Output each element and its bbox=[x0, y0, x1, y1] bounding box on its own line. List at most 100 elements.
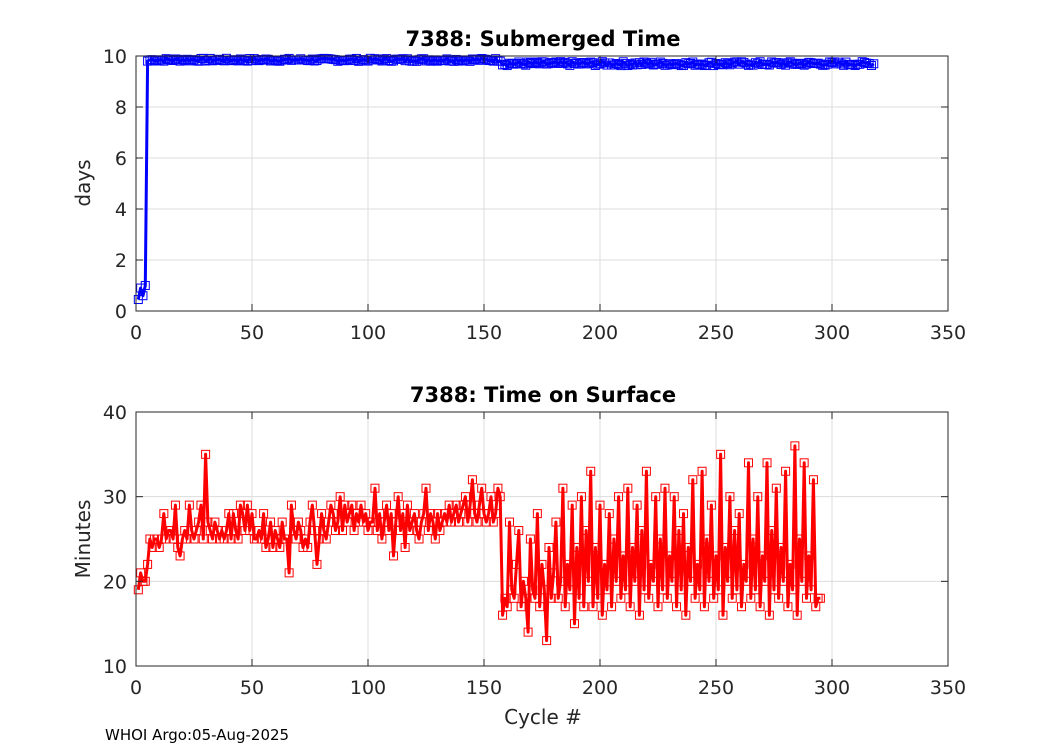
chart2-point-marker bbox=[382, 500, 392, 510]
chart2-point-marker bbox=[720, 542, 730, 552]
chart2-point-marker bbox=[660, 483, 670, 493]
chart2-point-marker bbox=[159, 509, 169, 519]
chart2-point-marker bbox=[268, 542, 278, 552]
chart1-point-marker bbox=[725, 60, 735, 70]
chart1-point-marker bbox=[695, 60, 705, 70]
chart2-series-line bbox=[136, 444, 821, 643]
chart1-point-marker bbox=[836, 59, 846, 69]
chart2-point-marker bbox=[291, 534, 301, 544]
chart2-point-marker bbox=[484, 509, 494, 519]
chart2-point-marker bbox=[465, 500, 475, 510]
chart1-point-marker bbox=[556, 57, 566, 67]
chart1-point-marker bbox=[781, 60, 791, 70]
chart2-point-marker bbox=[623, 483, 633, 493]
chart2-point-marker bbox=[804, 551, 814, 561]
chart1-point-marker bbox=[349, 56, 359, 66]
chart2-point-marker bbox=[609, 534, 619, 544]
chart1-point-marker bbox=[221, 53, 231, 63]
chart2-point-marker bbox=[333, 517, 343, 527]
chart1-point-marker bbox=[788, 58, 798, 68]
chart1-point-marker bbox=[739, 57, 749, 67]
chart2-point-marker bbox=[757, 551, 767, 561]
chart2-point-marker bbox=[639, 585, 649, 595]
chart2-point-marker bbox=[495, 492, 505, 502]
chart2-point-marker bbox=[681, 610, 691, 620]
chart1-point-marker bbox=[755, 57, 765, 67]
chart1-point-marker bbox=[284, 53, 294, 63]
chart2-point-marker bbox=[395, 526, 405, 536]
chart2-point-marker bbox=[201, 449, 211, 459]
chart2-point-marker bbox=[797, 576, 807, 586]
footer-credit: WHOI Argo:05-Aug-2025 bbox=[105, 726, 290, 744]
chart2-point-marker bbox=[815, 593, 825, 603]
chart2-point-marker bbox=[560, 602, 570, 612]
chart2-point-marker bbox=[305, 517, 315, 527]
chart1-point-marker bbox=[458, 56, 468, 66]
chart1-point-marker bbox=[502, 61, 512, 71]
chart2-point-marker bbox=[368, 517, 378, 527]
chart2-point-marker bbox=[785, 559, 795, 569]
chart1-point-marker bbox=[662, 60, 672, 70]
chart1-point-marker bbox=[834, 57, 844, 67]
chart1-point-marker bbox=[521, 60, 531, 70]
chart1-point-marker bbox=[333, 56, 343, 66]
chart1-point-marker bbox=[822, 59, 832, 69]
chart2-point-marker bbox=[228, 509, 238, 519]
chart1-point-marker bbox=[825, 57, 835, 67]
chart2-point-marker bbox=[414, 534, 424, 544]
chart1-point-marker bbox=[648, 60, 658, 70]
chart1-point-marker bbox=[748, 60, 758, 70]
chart1-point-marker bbox=[467, 54, 477, 64]
chart1-ytick-label: 0 bbox=[115, 301, 127, 323]
chart1-point-marker bbox=[646, 57, 656, 67]
chart2-point-marker bbox=[604, 509, 614, 519]
chart1-point-marker bbox=[208, 56, 218, 66]
chart2-point-marker bbox=[737, 602, 747, 612]
chart1-point-marker bbox=[400, 56, 410, 66]
chart1-ytick-label: 6 bbox=[115, 148, 127, 170]
chart1-point-marker bbox=[743, 60, 753, 70]
chart2-point-marker bbox=[277, 517, 287, 527]
chart1-point-marker bbox=[173, 54, 183, 64]
chart2-point-marker bbox=[133, 585, 143, 595]
chart2-point-marker bbox=[474, 500, 484, 510]
chart1-point-marker bbox=[734, 59, 744, 69]
chart2-point-marker bbox=[286, 500, 296, 510]
chart2-point-marker bbox=[574, 593, 584, 603]
chart1-point-marker bbox=[563, 59, 573, 69]
chart2-point-marker bbox=[226, 534, 236, 544]
chart1-point-marker bbox=[720, 58, 730, 68]
chart1-point-marker bbox=[481, 54, 491, 64]
chart1-point-marker bbox=[184, 56, 194, 66]
chart1-point-marker bbox=[254, 56, 264, 66]
chart1-point-marker bbox=[611, 59, 621, 69]
chart1-point-marker bbox=[465, 56, 475, 66]
chart2-point-marker bbox=[709, 593, 719, 603]
chart2-point-marker bbox=[263, 534, 273, 544]
chart2-point-marker bbox=[695, 585, 705, 595]
chart1-ytick-label: 8 bbox=[115, 97, 127, 119]
chart2-point-marker bbox=[713, 585, 723, 595]
chart1-point-marker bbox=[588, 58, 598, 68]
chart1-point-marker bbox=[447, 56, 457, 66]
chart1-point-marker bbox=[152, 56, 162, 66]
chart1-point-marker bbox=[143, 56, 153, 66]
chart1-point-marker bbox=[644, 59, 654, 69]
chart2-point-marker bbox=[312, 559, 322, 569]
chart2-point-marker bbox=[521, 593, 531, 603]
chart1-point-marker bbox=[347, 54, 357, 64]
chart1-point-marker bbox=[140, 281, 150, 290]
chart1-point-marker bbox=[572, 58, 582, 68]
chart1-point-marker bbox=[597, 57, 607, 67]
chart2-point-marker bbox=[170, 500, 180, 510]
chart2-xlabel: Cycle # bbox=[504, 705, 582, 729]
chart2-point-marker bbox=[653, 602, 663, 612]
chart2-point-marker bbox=[337, 526, 347, 536]
chart2-point-marker bbox=[340, 500, 350, 510]
chart1-point-marker bbox=[778, 58, 788, 68]
chart1-point-marker bbox=[377, 56, 387, 66]
chart2-point-marker bbox=[530, 593, 540, 603]
chart2-point-marker bbox=[303, 542, 313, 552]
chart2-point-marker bbox=[621, 585, 631, 595]
chart1-point-marker bbox=[382, 54, 392, 64]
